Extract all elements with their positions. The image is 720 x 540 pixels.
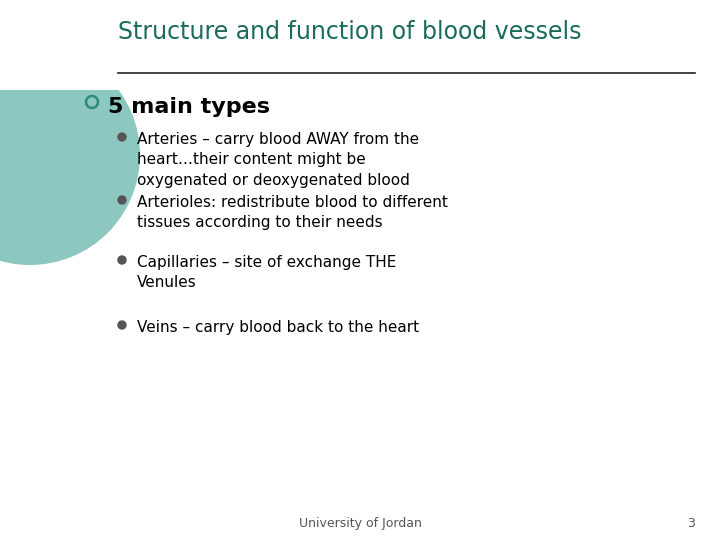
Text: Arteries – carry blood AWAY from the
heart…their content might be
oxygenated or : Arteries – carry blood AWAY from the hea… xyxy=(137,132,419,188)
Text: Capillaries – site of exchange THE
Venules: Capillaries – site of exchange THE Venul… xyxy=(137,255,397,291)
Circle shape xyxy=(118,196,126,204)
Circle shape xyxy=(118,133,126,141)
Circle shape xyxy=(118,256,126,264)
Circle shape xyxy=(0,45,140,265)
Text: Veins – carry blood back to the heart: Veins – carry blood back to the heart xyxy=(137,320,419,335)
Bar xyxy=(0,0,720,90)
Text: 5 main types: 5 main types xyxy=(108,97,270,117)
Text: Arterioles: redistribute blood to different
tissues according to their needs: Arterioles: redistribute blood to differ… xyxy=(137,195,448,231)
Text: Structure and function of blood vessels: Structure and function of blood vessels xyxy=(118,20,582,44)
Text: University of Jordan: University of Jordan xyxy=(299,517,421,530)
Text: 3: 3 xyxy=(687,517,695,530)
Circle shape xyxy=(118,321,126,329)
Wedge shape xyxy=(0,2,105,190)
